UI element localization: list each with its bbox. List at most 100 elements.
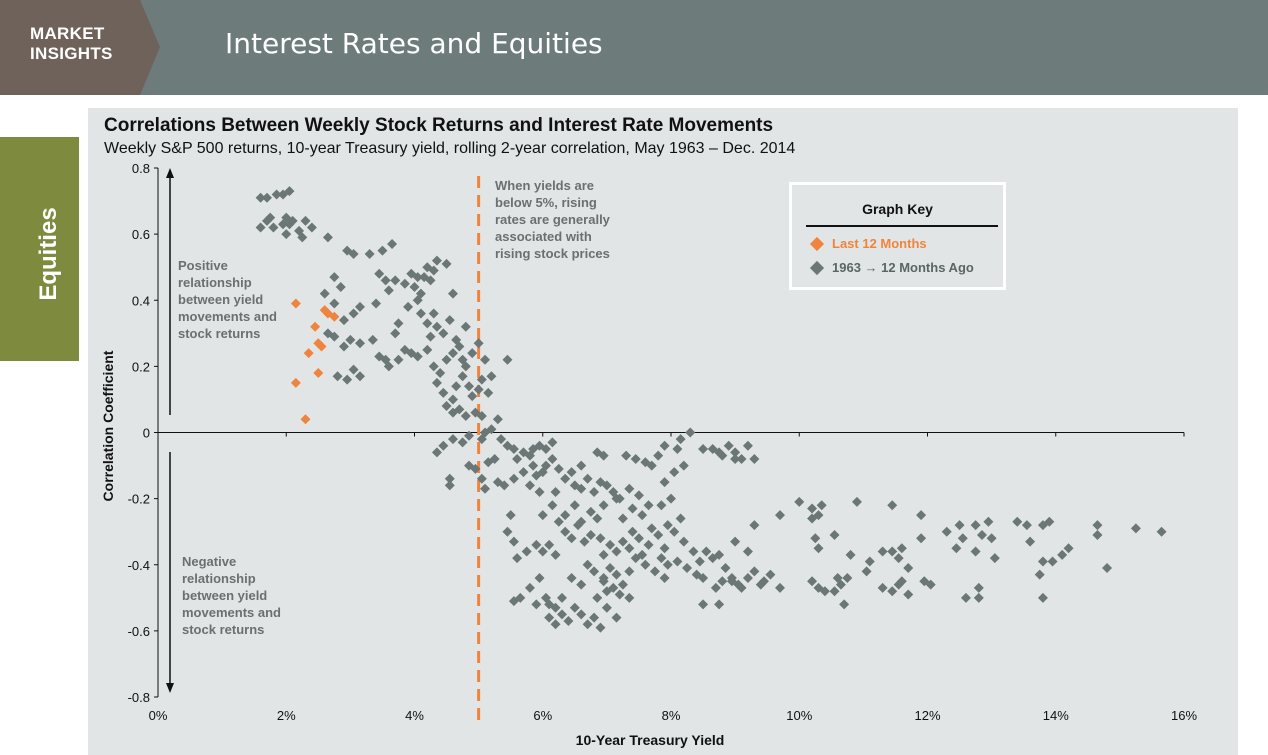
historical-data-point xyxy=(682,563,693,574)
historical-data-point xyxy=(425,331,436,342)
graph-key: Graph Key Last 12 Months 1963 → 12 Month… xyxy=(789,182,1006,290)
historical-data-point xyxy=(454,404,465,415)
historical-data-point xyxy=(807,576,818,587)
historical-data-point xyxy=(431,321,442,332)
historical-data-point xyxy=(457,437,468,448)
historical-data-point xyxy=(412,295,423,306)
x-tick-label: 14% xyxy=(1043,708,1069,723)
legend-label-historical: 1963 → 12 Months Ago xyxy=(832,260,974,275)
historical-data-point xyxy=(582,559,593,570)
y-axis-label: Correlation Coefficient xyxy=(100,350,116,502)
historical-data-point xyxy=(492,414,503,425)
historical-data-point xyxy=(441,258,452,269)
historical-data-point xyxy=(957,533,968,544)
brand-line-1: MARKET xyxy=(30,24,105,43)
historical-data-point xyxy=(624,543,635,554)
historical-data-point xyxy=(412,272,423,283)
historical-data-point xyxy=(415,308,426,319)
historical-data-point xyxy=(444,473,455,484)
historical-data-point xyxy=(409,282,420,293)
historical-data-point xyxy=(422,318,433,329)
y-tick-label: 0.6 xyxy=(132,227,150,242)
historical-data-point xyxy=(332,371,343,382)
y-tick-label: 0.4 xyxy=(132,293,150,308)
historical-data-point xyxy=(643,539,654,550)
historical-data-point xyxy=(592,592,603,603)
historical-data-point xyxy=(720,563,731,574)
historical-data-point xyxy=(524,480,535,491)
historical-data-point xyxy=(569,500,580,511)
historical-data-point xyxy=(447,348,458,359)
historical-data-point xyxy=(1047,556,1058,567)
historical-data-point xyxy=(338,315,349,326)
historical-data-point xyxy=(508,536,519,547)
historical-data-point xyxy=(659,477,670,488)
x-tick-label: 4% xyxy=(405,708,424,723)
historical-data-point xyxy=(576,609,587,620)
historical-data-point xyxy=(560,473,571,484)
legend-item-historical: 1963 → 12 Months Ago xyxy=(809,260,974,276)
annotation-negative: Negative relationship between yield move… xyxy=(182,554,281,637)
historical-data-point xyxy=(441,401,452,412)
page-title: Interest Rates and Equities xyxy=(225,27,603,60)
historical-data-point xyxy=(842,572,853,583)
section-tab-equities[interactable] xyxy=(0,137,79,361)
historical-data-point xyxy=(598,549,609,560)
x-axis-label: 10-Year Treasury Yield xyxy=(575,732,725,748)
historical-data-point xyxy=(1092,520,1103,531)
historical-data-point xyxy=(540,444,551,455)
historical-data-point xyxy=(335,282,346,293)
historical-data-point xyxy=(540,460,551,471)
historical-data-point xyxy=(736,582,747,593)
historical-data-point xyxy=(550,602,561,613)
historical-data-point xyxy=(698,444,709,455)
historical-data-point xyxy=(444,480,455,491)
historical-data-point xyxy=(531,599,542,610)
historical-data-point xyxy=(553,516,564,527)
historical-data-point xyxy=(656,553,667,564)
historical-data-point xyxy=(678,536,689,547)
historical-data-point xyxy=(646,460,657,471)
historical-data-point xyxy=(496,434,507,445)
historical-data-point xyxy=(476,374,487,385)
historical-data-point xyxy=(589,612,600,623)
historical-data-point xyxy=(1057,549,1068,560)
historical-data-point xyxy=(951,543,962,554)
historical-data-point xyxy=(646,523,657,534)
historical-data-point xyxy=(916,510,927,521)
historical-data-point xyxy=(714,549,725,560)
historical-data-point xyxy=(348,364,359,375)
historical-data-point xyxy=(268,222,279,233)
historical-data-point xyxy=(986,533,997,544)
historical-data-point xyxy=(505,510,516,521)
historical-data-point xyxy=(569,602,580,613)
historical-data-point xyxy=(694,556,705,567)
historical-data-point xyxy=(903,563,914,574)
historical-data-point xyxy=(589,566,600,577)
y-tick-label: 0.2 xyxy=(132,359,150,374)
historical-data-point xyxy=(611,612,622,623)
historical-data-point xyxy=(1021,520,1032,531)
historical-data-point xyxy=(659,572,670,583)
historical-data-point xyxy=(560,510,571,521)
historical-data-point xyxy=(348,248,359,259)
historical-data-point xyxy=(675,513,686,524)
historical-data-point xyxy=(755,579,766,590)
historical-data-point xyxy=(329,331,340,342)
annotation-yield-threshold: When yields are below 5%, rising rates a… xyxy=(495,178,610,261)
recent-data-point xyxy=(303,348,314,359)
historical-data-point xyxy=(598,576,609,587)
x-tick-label: 12% xyxy=(914,708,940,723)
historical-data-point xyxy=(617,579,628,590)
historical-data-point xyxy=(970,546,981,557)
historical-data-point xyxy=(364,248,375,259)
x-tick-label: 0% xyxy=(149,708,168,723)
historical-data-point xyxy=(486,424,497,435)
historical-data-point xyxy=(576,579,587,590)
historical-data-point xyxy=(451,381,462,392)
historical-data-point xyxy=(730,453,741,464)
historical-data-point xyxy=(941,526,952,537)
historical-data-point xyxy=(556,592,567,603)
x-tick-label: 16% xyxy=(1171,708,1197,723)
recent-data-point xyxy=(313,367,324,378)
